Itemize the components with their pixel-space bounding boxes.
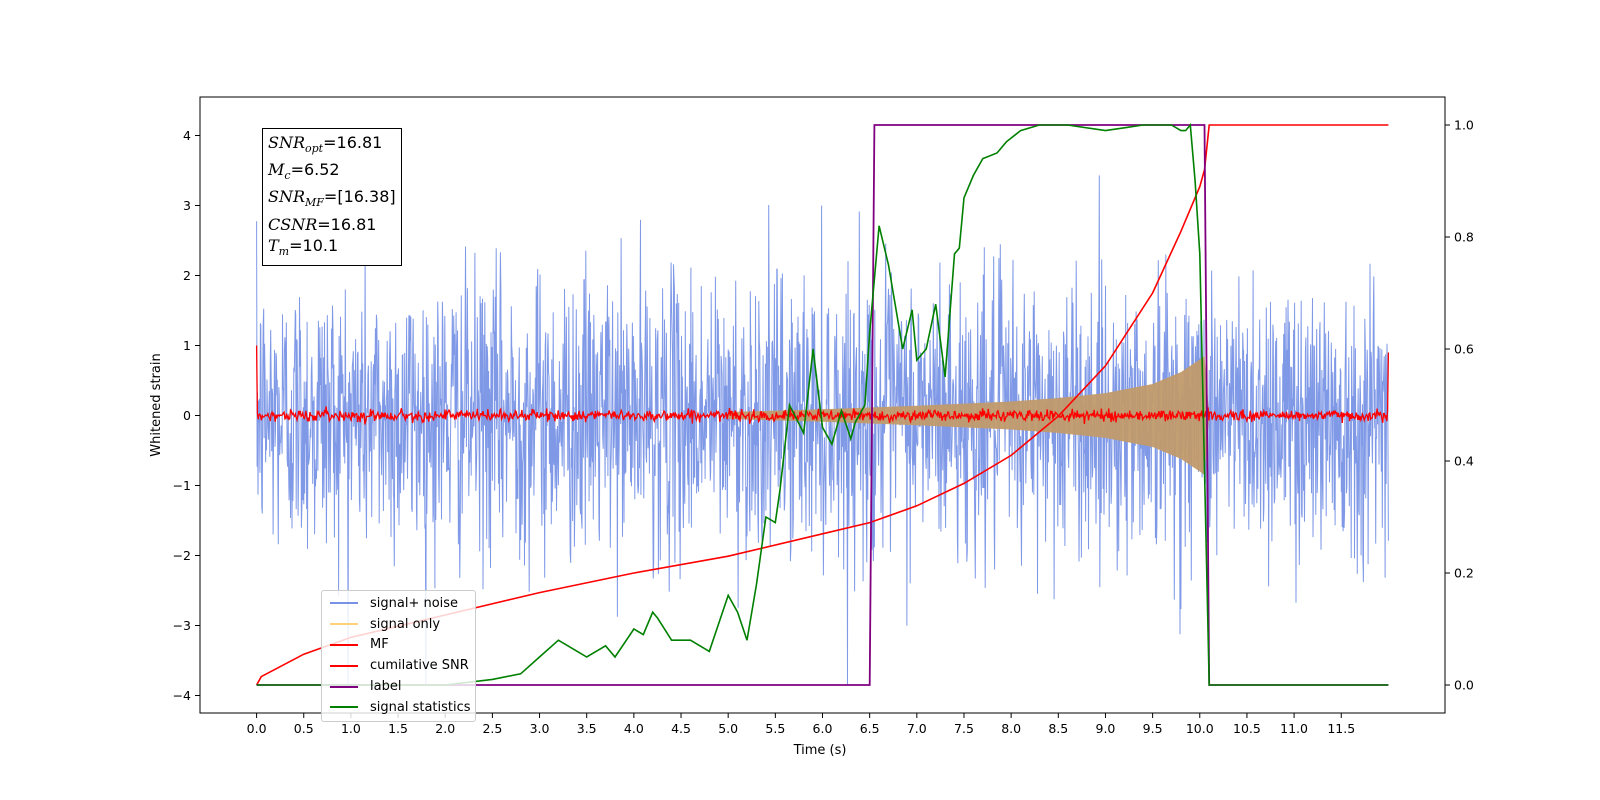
csnr-value: 16.81 — [330, 214, 377, 234]
x-tick-label: 2.0 — [435, 721, 455, 736]
y-left-tick-label: −4 — [173, 688, 191, 703]
legend-label: cumilative SNR — [370, 658, 469, 674]
x-tick-label: 5.5 — [765, 721, 785, 736]
y-axis-right-ticks: 0.0 0.2 0.4 0.6 0.8 1.0 — [1445, 118, 1474, 693]
legend: signal+ noise signal only MF cumilative … — [321, 590, 476, 722]
x-tick-label: 6.5 — [860, 721, 880, 736]
snr-opt-value: 16.81 — [336, 133, 383, 152]
x-axis-label: Time (s) — [793, 743, 847, 758]
legend-swatch — [330, 623, 358, 626]
y-axis-label: Whitened strain — [149, 353, 164, 456]
legend-swatch — [330, 706, 358, 709]
x-tick-label: 0.5 — [294, 721, 314, 736]
mc-value: 6.52 — [303, 160, 340, 180]
series-signal-statistics-line — [256, 123, 1389, 686]
x-axis-ticks: 0.0 0.5 1.0 1.5 2.0 2.5 3.0 3.5 4.0 4.5 5.0 5.5 6.0 6… — [247, 713, 1355, 736]
legend-swatch — [330, 643, 358, 646]
x-tick-label: 10.5 — [1233, 721, 1261, 736]
legend-label: signal statistics — [370, 699, 471, 715]
x-tick-label: 5.0 — [718, 721, 738, 736]
x-tick-label: 11.0 — [1280, 721, 1308, 736]
mc-annotation: Mc=6.52 — [268, 160, 340, 183]
x-tick-label: 7.5 — [954, 721, 974, 736]
x-tick-label: 3.5 — [577, 721, 597, 736]
snr-mf-annotation: SNRMF=[16.38] — [268, 187, 396, 210]
snr-mf-value: [16.38] — [337, 187, 396, 207]
stats-annotation-box: SNRopt=16.81 Mc=6.52 SNRMF=[16.38] CSNR=… — [262, 128, 402, 266]
y-right-tick-label: 1.0 — [1454, 118, 1474, 133]
legend-swatch — [330, 685, 358, 688]
x-tick-label: 7.0 — [907, 721, 927, 736]
x-tick-label: 8.0 — [1001, 721, 1021, 736]
tm-value: 10.1 — [302, 235, 339, 255]
legend-item-label: label — [322, 676, 475, 697]
legend-swatch — [330, 602, 358, 605]
x-tick-label: 6.0 — [813, 721, 833, 736]
legend-label: signal only — [370, 616, 441, 632]
tm-annotation: Tm=10.1 — [268, 235, 339, 258]
snr-opt-annotation: SNRopt=16.81 — [268, 133, 383, 156]
y-left-tick-label: −1 — [173, 478, 191, 493]
legend-label: label — [370, 679, 402, 695]
series-mf-line — [255, 345, 1390, 425]
x-tick-label: 2.5 — [482, 721, 502, 736]
y-left-tick-label: 1 — [183, 338, 191, 353]
y-right-tick-label: 0.8 — [1454, 230, 1474, 245]
y-left-tick-label: −3 — [173, 618, 191, 633]
x-tick-label: 11.5 — [1327, 721, 1355, 736]
y-right-tick-label: 0.6 — [1454, 342, 1474, 357]
legend-swatch — [330, 664, 358, 667]
legend-item-signal-noise: signal+ noise — [322, 593, 475, 614]
y-left-tick-label: −2 — [173, 548, 191, 563]
legend-label: MF — [370, 637, 389, 653]
x-tick-label: 1.5 — [388, 721, 408, 736]
legend-item-cumilative-snr: cumilative SNR — [322, 655, 475, 676]
csnr-annotation: CSNR=16.81 — [268, 214, 377, 234]
legend-item-signal-statistics: signal statistics — [322, 697, 475, 718]
y-right-tick-label: 0.0 — [1454, 678, 1474, 693]
legend-label: signal+ noise — [370, 595, 459, 611]
y-left-tick-label: 2 — [183, 268, 191, 283]
x-tick-label: 4.0 — [624, 721, 644, 736]
x-tick-label: 10.0 — [1186, 721, 1214, 736]
x-tick-label: 0.0 — [247, 721, 267, 736]
y-left-tick-label: 0 — [183, 408, 191, 423]
legend-item-mf: MF — [322, 635, 475, 656]
x-tick-label: 9.0 — [1096, 721, 1116, 736]
y-axis-left-ticks: −4 −3 −2 −1 0 1 2 3 4 — [173, 128, 200, 703]
y-right-tick-label: 0.4 — [1454, 454, 1474, 469]
legend-item-signal-only: signal only — [322, 614, 475, 635]
x-tick-label: 9.5 — [1143, 721, 1163, 736]
y-left-tick-label: 4 — [183, 128, 191, 143]
x-tick-label: 4.5 — [671, 721, 691, 736]
x-tick-label: 3.0 — [530, 721, 550, 736]
x-tick-label: 1.0 — [341, 721, 361, 736]
x-tick-label: 8.5 — [1048, 721, 1068, 736]
y-right-tick-label: 0.2 — [1454, 566, 1474, 581]
series-signal-noise-line — [256, 175, 1389, 686]
y-left-tick-label: 3 — [183, 198, 191, 213]
